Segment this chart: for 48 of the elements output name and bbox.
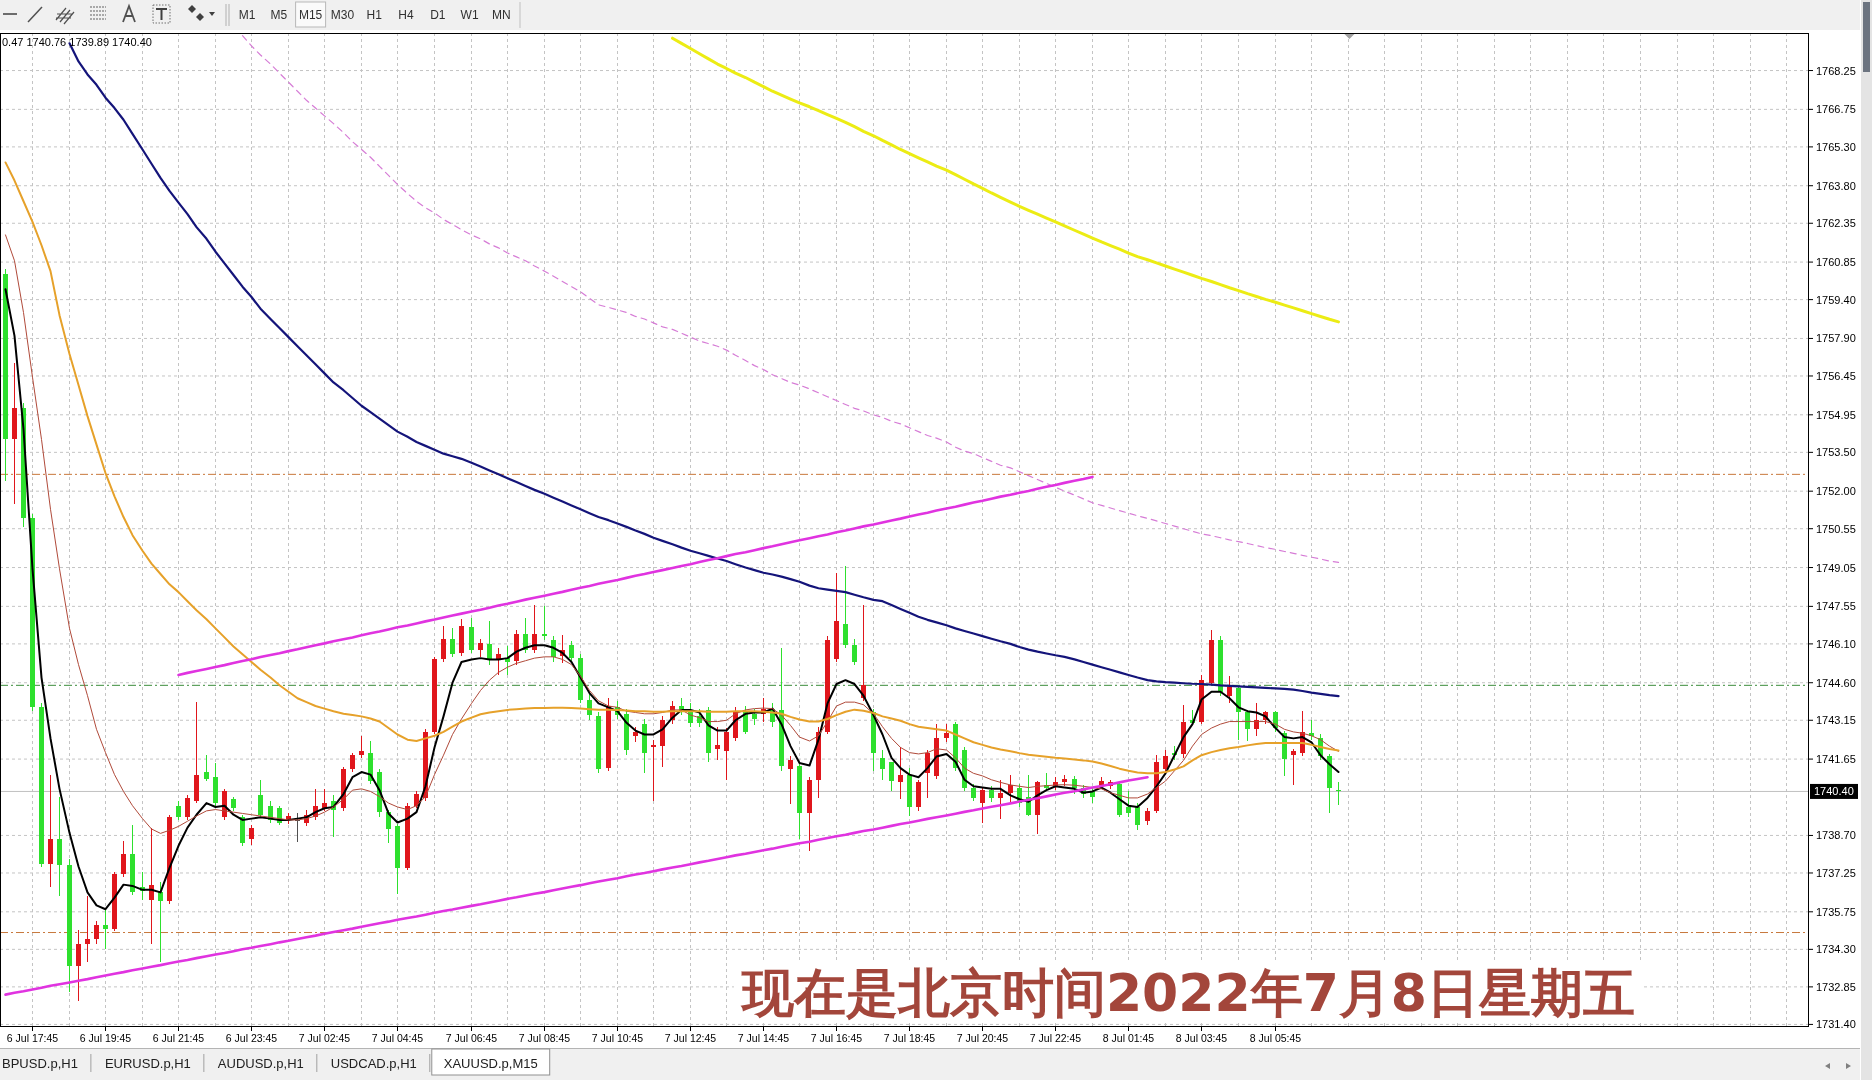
y-tick-label: 1738.70	[1816, 829, 1856, 842]
x-tick-label: 6 Jul 23:45	[225, 1032, 278, 1044]
x-tick-label: 7 Jul 04:45	[371, 1032, 424, 1044]
y-tick-label: 1747.55	[1816, 600, 1856, 613]
x-tick-label: 8 Jul 03:45	[1175, 1032, 1228, 1044]
x-tick-label: 7 Jul 16:45	[810, 1032, 863, 1044]
y-tick-label: 1732.85	[1816, 980, 1856, 993]
toolbar: M1 M5 M15 M30 H1 H4 D1 W1 MN	[0, 0, 1860, 30]
x-tick-label: 6 Jul 21:45	[152, 1032, 205, 1044]
y-tick-label: 1760.85	[1816, 256, 1856, 269]
annotation: 现在是北京时间2022年7月8日星期五	[739, 963, 1636, 1023]
x-tick-label: 7 Jul 18:45	[883, 1032, 936, 1044]
y-tick-label: 1731.40	[1816, 1018, 1856, 1031]
y-tick-label: 1754.95	[1816, 408, 1856, 421]
y-tick-label: 1753.50	[1816, 446, 1856, 459]
y-tick-label: 1765.30	[1816, 140, 1856, 153]
y-tick-label: 1749.05	[1816, 561, 1856, 574]
y-tick-label: 1746.10	[1816, 637, 1856, 650]
y-tick-label: 1763.80	[1816, 179, 1856, 192]
y-tick-label: 1756.45	[1816, 369, 1856, 382]
y-tick-label: 1744.60	[1816, 676, 1856, 689]
y-tick-label: 1762.35	[1816, 217, 1856, 230]
y-tick-label: 1750.55	[1816, 522, 1856, 535]
ref-line-label: 1740.40	[1814, 785, 1854, 798]
x-tick-label: 7 Jul 20:45	[956, 1032, 1009, 1044]
x-tick-label: 7 Jul 08:45	[518, 1032, 571, 1044]
y-tick-label: 1737.25	[1816, 866, 1856, 879]
tabs: BPUSD.p,H1 EURUSD.p,H1 AUDUSD.p,H1 USDCAD.p,H1 XAUUSD.p,M15	[2, 1048, 551, 1076]
x-tick-label: 6 Jul 19:45	[79, 1032, 132, 1044]
y-tick-label: 1741.65	[1816, 753, 1856, 766]
y-tick-label: 1735.75	[1816, 905, 1856, 918]
y-tick-label: 1759.40	[1816, 293, 1856, 306]
x-tick-label: 6 Jul 17:45	[6, 1032, 59, 1044]
y-tick-label: 1743.15	[1816, 714, 1856, 727]
x-tick-label: 8 Jul 05:45	[1249, 1032, 1302, 1044]
annotation: 0.47 1740.76 1739.89 1740.40	[2, 36, 152, 48]
y-tick-label: 1757.90	[1816, 332, 1856, 345]
x-tick-label: 7 Jul 06:45	[445, 1032, 498, 1044]
x-tick-label: 7 Jul 12:45	[664, 1032, 717, 1044]
x-tick-label: 7 Jul 14:45	[737, 1032, 790, 1044]
y-tick-label: 1768.25	[1816, 64, 1856, 77]
y-tick-label: 1752.00	[1816, 485, 1856, 498]
x-tick-label: 7 Jul 22:45	[1029, 1032, 1082, 1044]
x-tick-label: 8 Jul 01:45	[1102, 1032, 1155, 1044]
y-tick-label: 1734.30	[1816, 943, 1856, 956]
x-tick-label: 7 Jul 02:45	[298, 1032, 351, 1044]
y-tick-label: 1766.75	[1816, 103, 1856, 116]
x-tick-label: 7 Jul 10:45	[591, 1032, 644, 1044]
